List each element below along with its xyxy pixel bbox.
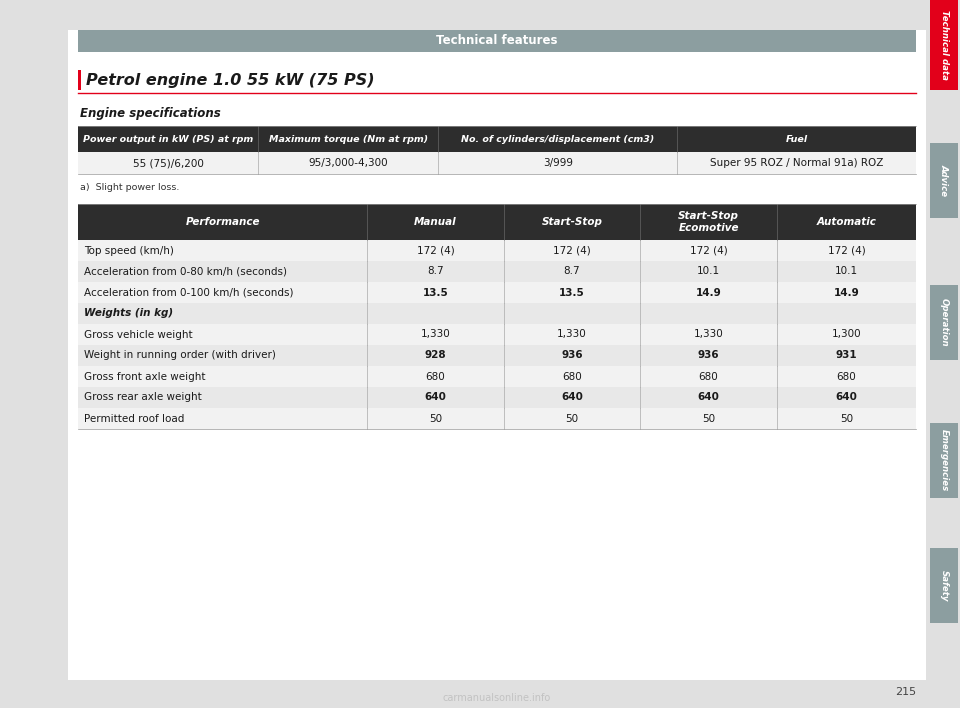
Text: 640: 640 <box>561 392 583 403</box>
Text: 50: 50 <box>702 413 715 423</box>
Text: 1,300: 1,300 <box>831 329 861 340</box>
Text: 640: 640 <box>424 392 446 403</box>
Text: Advice: Advice <box>940 164 948 197</box>
Text: Power output in kW (PS) at rpm: Power output in kW (PS) at rpm <box>83 135 253 144</box>
FancyBboxPatch shape <box>78 30 916 52</box>
Text: Super 95 ROZ / Normal 91a) ROZ: Super 95 ROZ / Normal 91a) ROZ <box>709 158 883 168</box>
Text: 172 (4): 172 (4) <box>553 246 590 256</box>
Text: 931: 931 <box>835 350 857 360</box>
Text: 680: 680 <box>699 372 718 382</box>
Text: Top speed (km/h): Top speed (km/h) <box>84 246 174 256</box>
Text: 172 (4): 172 (4) <box>417 246 454 256</box>
FancyBboxPatch shape <box>78 70 81 90</box>
Text: Permitted roof load: Permitted roof load <box>84 413 184 423</box>
Text: Gross front axle weight: Gross front axle weight <box>84 372 205 382</box>
Text: 172 (4): 172 (4) <box>828 246 865 256</box>
Text: Start-Stop: Start-Stop <box>541 217 603 227</box>
FancyBboxPatch shape <box>930 0 958 90</box>
FancyBboxPatch shape <box>930 285 958 360</box>
Text: Start-Stop
Ecomotive: Start-Stop Ecomotive <box>678 211 739 233</box>
Text: Weights (in kg): Weights (in kg) <box>84 309 173 319</box>
Text: 1,330: 1,330 <box>420 329 450 340</box>
Text: 55 (75)/6,200: 55 (75)/6,200 <box>132 158 204 168</box>
Text: 680: 680 <box>836 372 856 382</box>
Text: 50: 50 <box>429 413 442 423</box>
Text: Gross rear axle weight: Gross rear axle weight <box>84 392 202 403</box>
Text: 936: 936 <box>698 350 719 360</box>
Text: 3/999: 3/999 <box>542 158 573 168</box>
Text: Safety: Safety <box>940 570 948 601</box>
Text: Automatic: Automatic <box>817 217 876 227</box>
Text: 8.7: 8.7 <box>427 266 444 277</box>
Text: 1,330: 1,330 <box>694 329 724 340</box>
Text: Emergencies: Emergencies <box>940 429 948 491</box>
Text: 8.7: 8.7 <box>564 266 580 277</box>
FancyBboxPatch shape <box>78 261 916 282</box>
Text: 14.9: 14.9 <box>833 287 859 297</box>
FancyBboxPatch shape <box>78 324 916 345</box>
Text: 680: 680 <box>563 372 582 382</box>
FancyBboxPatch shape <box>78 303 916 324</box>
Text: 50: 50 <box>840 413 853 423</box>
Text: 640: 640 <box>835 392 857 403</box>
Text: 14.9: 14.9 <box>696 287 722 297</box>
Text: Performance: Performance <box>185 217 260 227</box>
Text: Operation: Operation <box>940 298 948 347</box>
Text: Technical data: Technical data <box>940 10 948 80</box>
Text: Acceleration from 0-80 km/h (seconds): Acceleration from 0-80 km/h (seconds) <box>84 266 287 277</box>
FancyBboxPatch shape <box>930 423 958 498</box>
Text: Manual: Manual <box>414 217 457 227</box>
FancyBboxPatch shape <box>78 152 916 174</box>
FancyBboxPatch shape <box>78 345 916 366</box>
Text: 95/3,000-4,300: 95/3,000-4,300 <box>308 158 388 168</box>
Text: carmanualsonline.info: carmanualsonline.info <box>443 693 551 703</box>
Text: Engine specifications: Engine specifications <box>80 108 221 120</box>
Text: 13.5: 13.5 <box>559 287 585 297</box>
Text: Acceleration from 0-100 km/h (seconds): Acceleration from 0-100 km/h (seconds) <box>84 287 294 297</box>
Text: No. of cylinders/displacement (cm3): No. of cylinders/displacement (cm3) <box>461 135 655 144</box>
Text: Petrol engine 1.0 55 kW (75 PS): Petrol engine 1.0 55 kW (75 PS) <box>86 72 374 88</box>
Text: 680: 680 <box>425 372 445 382</box>
FancyBboxPatch shape <box>78 240 916 261</box>
Text: 172 (4): 172 (4) <box>689 246 728 256</box>
FancyBboxPatch shape <box>78 387 916 408</box>
Text: 10.1: 10.1 <box>835 266 858 277</box>
FancyBboxPatch shape <box>78 204 916 240</box>
FancyBboxPatch shape <box>78 282 916 303</box>
FancyBboxPatch shape <box>68 30 926 680</box>
Text: 640: 640 <box>698 392 720 403</box>
Text: Maximum torque (Nm at rpm): Maximum torque (Nm at rpm) <box>269 135 428 144</box>
Text: Technical features: Technical features <box>436 35 558 47</box>
FancyBboxPatch shape <box>78 408 916 429</box>
Text: 936: 936 <box>562 350 583 360</box>
Text: Gross vehicle weight: Gross vehicle weight <box>84 329 193 340</box>
Text: Weight in running order (with driver): Weight in running order (with driver) <box>84 350 276 360</box>
Text: 1,330: 1,330 <box>557 329 587 340</box>
Text: 50: 50 <box>565 413 579 423</box>
Text: 10.1: 10.1 <box>697 266 720 277</box>
FancyBboxPatch shape <box>78 366 916 387</box>
Text: 215: 215 <box>895 687 916 697</box>
Text: Fuel: Fuel <box>785 135 807 144</box>
FancyBboxPatch shape <box>78 126 916 152</box>
FancyBboxPatch shape <box>930 548 958 623</box>
Text: a)  Slight power loss.: a) Slight power loss. <box>80 183 180 193</box>
FancyBboxPatch shape <box>930 143 958 218</box>
Text: 928: 928 <box>424 350 446 360</box>
Text: 13.5: 13.5 <box>422 287 448 297</box>
